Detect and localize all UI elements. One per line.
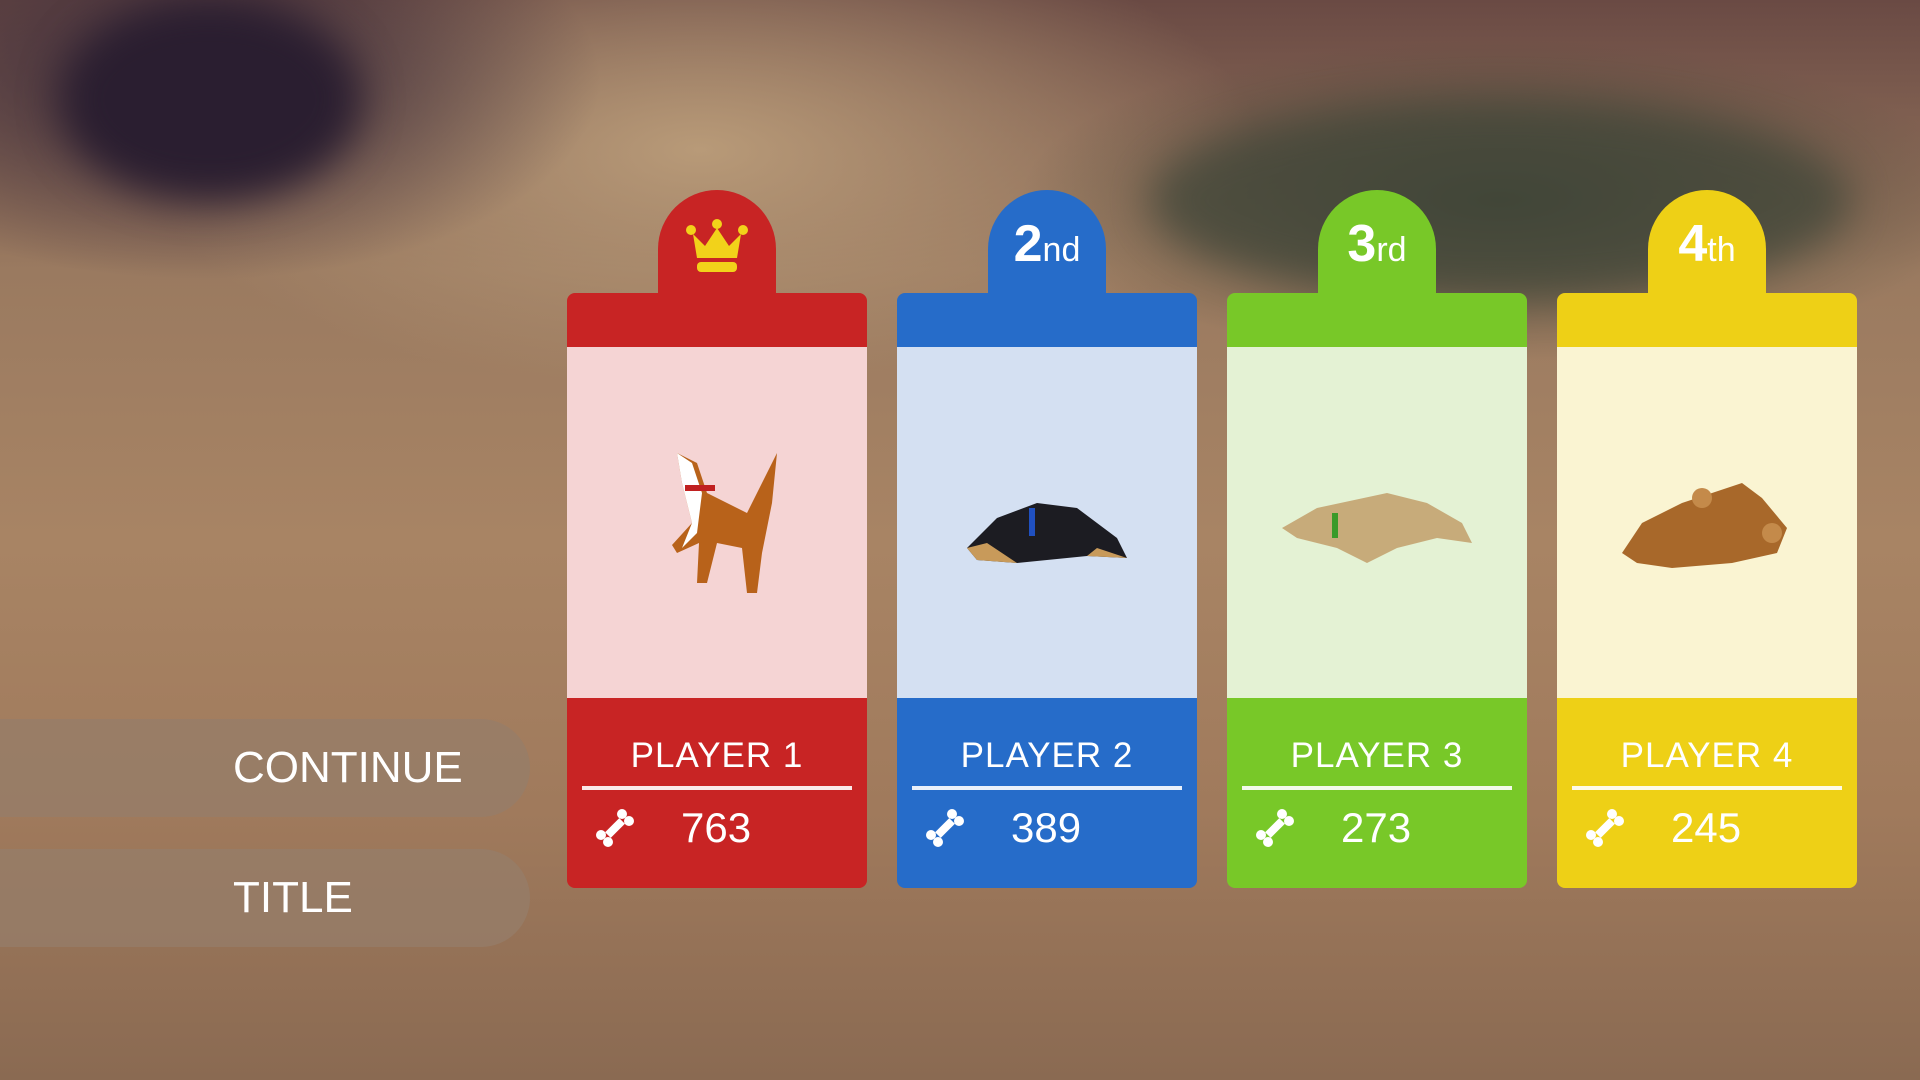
player-name: PLAYER 3	[1290, 736, 1464, 775]
player-result-card-2: 2nd PLAYER 2 389	[897, 190, 1197, 888]
rank-tab: 4th	[1648, 190, 1766, 310]
player-result-card-4: 4th PLAYER 4 245	[1557, 190, 1857, 888]
rank-number: 4	[1678, 215, 1708, 273]
player-name: PLAYER 2	[960, 736, 1134, 775]
rank-suffix: th	[1707, 231, 1736, 269]
divider	[1572, 786, 1842, 790]
continue-button[interactable]: CONTINUE	[0, 719, 530, 817]
player-name: PLAYER 4	[1620, 736, 1794, 775]
rank-tab: 2nd	[988, 190, 1106, 310]
rank-number: 2	[1013, 215, 1043, 273]
divider	[1242, 786, 1512, 790]
card-header	[1227, 293, 1527, 348]
rank-number: 3	[1347, 215, 1377, 273]
bone-icon	[1256, 809, 1294, 847]
card-footer: PLAYER 1 763	[567, 698, 867, 888]
bone-score: 245	[1671, 804, 1742, 851]
bone-score: 273	[1341, 804, 1412, 851]
player-result-card-3: 3rd PLAYER 3 273	[1227, 190, 1527, 888]
player-result-card-1: PLAYER 1 763	[567, 190, 867, 888]
dog-portrait-brown-dog-rolling	[1557, 347, 1857, 698]
bone-score: 763	[681, 804, 752, 851]
dog-portrait-husky-standing	[567, 347, 867, 698]
divider	[582, 786, 852, 790]
rank-tab	[658, 190, 776, 310]
card-footer: PLAYER 3 273	[1227, 698, 1527, 888]
rank-tab: 3rd	[1318, 190, 1436, 310]
rank-label: 3rd	[1347, 218, 1406, 310]
card-header	[1557, 293, 1857, 348]
crown-icon	[686, 219, 748, 272]
bone-icon	[926, 809, 964, 847]
divider	[912, 786, 1182, 790]
bone-score: 389	[1011, 804, 1082, 851]
dog-portrait-black-dog-lying	[897, 347, 1197, 698]
rank-suffix: nd	[1042, 231, 1081, 269]
card-footer: PLAYER 2 389	[897, 698, 1197, 888]
dog-portrait-tan-dog-lying	[1227, 347, 1527, 698]
title-button[interactable]: TITLE	[0, 849, 530, 947]
bone-icon	[596, 809, 634, 847]
player-name: PLAYER 1	[630, 736, 804, 775]
card-footer: PLAYER 4 245	[1557, 698, 1857, 888]
background-blur	[60, 0, 360, 200]
bone-icon	[1586, 809, 1624, 847]
rank-label: 2nd	[1014, 218, 1081, 310]
card-header	[897, 293, 1197, 348]
card-header	[567, 293, 867, 348]
rank-label: 4th	[1678, 218, 1735, 310]
rank-suffix: rd	[1376, 231, 1407, 269]
